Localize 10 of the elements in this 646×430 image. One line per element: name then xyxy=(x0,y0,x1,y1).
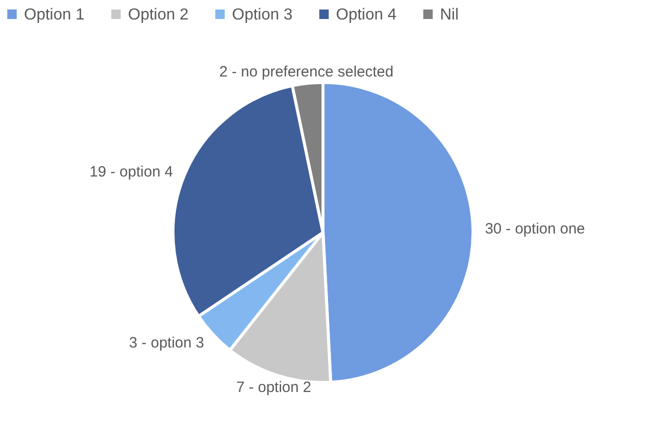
legend-label: Nil xyxy=(440,6,459,24)
data-label: 19 - option 4 xyxy=(90,163,173,180)
legend-label: Option 4 xyxy=(336,6,397,24)
legend-label: Option 2 xyxy=(128,6,189,24)
data-label: 2 - no preference selected xyxy=(219,63,394,80)
data-label: 3 - option 3 xyxy=(129,334,204,352)
data-label: 7 - option 2 xyxy=(236,378,312,396)
legend-label: Option 1 xyxy=(24,6,85,24)
data-label: 30 - option one xyxy=(484,220,586,238)
legend-label: Option 3 xyxy=(232,6,293,24)
